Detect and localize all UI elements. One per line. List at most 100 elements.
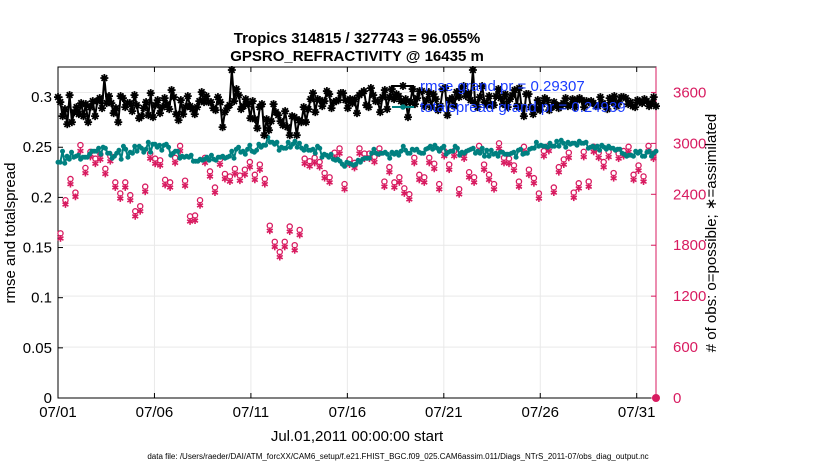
totalspread-point: [166, 144, 172, 150]
rmse-point: [508, 91, 517, 100]
totalspread-point: [98, 151, 104, 157]
totalspread-point: [454, 145, 460, 151]
rmse-point: [176, 96, 185, 105]
assimilated-obs-point: [296, 231, 304, 239]
rmse-point: [84, 118, 93, 127]
assimilated-obs-point: [465, 173, 473, 181]
totalspread-point: [545, 144, 551, 150]
rmse-point: [218, 123, 227, 132]
rmse-point: [420, 102, 429, 111]
totalspread-point: [247, 142, 253, 148]
assimilated-obs-point: [450, 152, 458, 160]
rmse-point: [596, 93, 605, 102]
totalspread-point: [102, 145, 108, 151]
assimilated-obs-point: [231, 170, 239, 178]
totalspread-point: [75, 152, 81, 158]
y-tick-label-right: 3000: [673, 135, 706, 152]
totalspread-point: [231, 155, 237, 161]
assimilated-obs-point: [67, 180, 74, 188]
rmse-point: [422, 96, 431, 105]
assimilated-obs-point: [241, 171, 249, 179]
y-tick-label-left: 0: [44, 390, 52, 407]
rmse-point: [459, 82, 468, 91]
assimilated-obs-point: [565, 154, 573, 162]
y-tick-label-left: 0.1: [31, 290, 52, 307]
totalspread-point: [245, 146, 251, 152]
totalspread-point: [477, 150, 483, 156]
rmse-point: [146, 89, 155, 98]
rmse-point: [54, 93, 62, 102]
totalspread-point: [484, 147, 490, 153]
assimilated-obs-point: [425, 159, 433, 167]
assimilated-obs-point: [146, 155, 154, 163]
assimilated-obs-point: [311, 159, 318, 167]
rmse-point: [343, 104, 352, 113]
rmse-point: [60, 105, 69, 114]
totalspread-point: [310, 146, 316, 152]
rmse-point: [65, 91, 74, 100]
assimilated-obs-point: [610, 174, 617, 182]
rmse-point: [304, 105, 313, 114]
assimilated-obs-point: [615, 155, 622, 163]
assimilated-obs-point: [141, 188, 149, 196]
totalspread-point: [312, 150, 318, 156]
rmse-point: [515, 84, 524, 93]
assimilated-obs-point: [181, 182, 189, 190]
y-tick-label-right: 3600: [673, 84, 706, 101]
assimilated-obs-point: [116, 195, 124, 202]
totalspread-point: [518, 146, 524, 152]
totalspread-point: [206, 157, 212, 163]
assimilated-obs-point: [236, 177, 244, 185]
totalspread-point: [107, 150, 113, 156]
rmse-point: [543, 96, 552, 105]
rmse-point: [410, 100, 419, 109]
rmse-point: [58, 112, 67, 121]
rmse-point: [538, 100, 547, 109]
rmse-point: [227, 66, 236, 75]
y-axis-right: 0 600 1200 1800 2400 3000 3600: [651, 67, 706, 407]
totalspread-point: [637, 148, 643, 154]
assimilated-obs-point: [77, 147, 84, 155]
rmse-point: [468, 66, 477, 75]
rmse-point: [230, 97, 239, 106]
totalspread-point: [470, 145, 476, 151]
rmse-point: [267, 117, 276, 126]
rmse-point: [503, 103, 512, 112]
rmse-point: [257, 100, 266, 109]
y-tick-label-left: 0.25: [23, 139, 52, 156]
totalspread-point: [533, 139, 539, 145]
assimilated-obs-point: [121, 184, 129, 191]
rmse-point: [285, 131, 294, 140]
assimilated-obs-point: [381, 183, 388, 191]
assimilated-obs-point: [560, 161, 568, 169]
assimilated-obs-point: [276, 253, 284, 261]
rmse-point: [193, 103, 202, 112]
x-axis: 07/01 07/06 07/11 07/16 07/21 07/26 07/31: [39, 67, 655, 421]
rmse-point: [366, 84, 375, 93]
rmse-point: [325, 90, 334, 99]
rmse-point: [107, 99, 116, 108]
rmse-point: [130, 91, 139, 100]
assimilated-obs-point: [600, 163, 608, 171]
assimilated-obs-point: [535, 195, 543, 202]
totalspread-point: [62, 160, 68, 166]
x-tick-label: 07/21: [425, 404, 463, 421]
assimilated-obs-point: [410, 159, 418, 167]
rmse-point: [475, 93, 484, 102]
rmse-point: [448, 94, 457, 103]
rmse-point: [610, 92, 619, 101]
y-axis-left: 0 0.05 0.1 0.15 0.2 0.25 0.3: [23, 89, 63, 407]
assimilated-obs-point: [171, 159, 179, 167]
totalspread-point: [597, 147, 603, 153]
totalspread-point: [132, 143, 138, 149]
totalspread-point: [421, 150, 427, 156]
rmse-point: [353, 109, 361, 118]
rmse-point: [570, 103, 579, 112]
totalspread-point: [551, 143, 557, 149]
line-series-group: [54, 66, 660, 169]
totalspread-point: [254, 147, 260, 153]
assimilated-obs-point: [396, 179, 403, 186]
totalspread-point: [511, 149, 517, 155]
rmse-point: [91, 112, 100, 121]
totalspread-point: [242, 151, 248, 157]
